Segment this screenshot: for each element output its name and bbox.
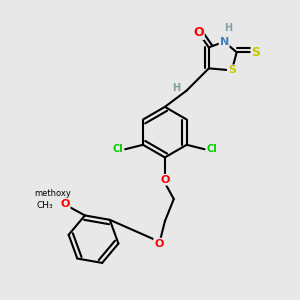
Text: Cl: Cl [112,144,123,154]
Text: Cl: Cl [207,144,218,154]
Text: CH₃: CH₃ [37,200,53,209]
Text: N: N [220,37,229,47]
Text: O: O [60,199,70,208]
Text: O: O [160,175,170,185]
Text: S: S [251,46,260,59]
Text: H: H [225,23,233,33]
Text: O: O [154,238,164,249]
Text: methoxy: methoxy [34,189,70,198]
Text: O: O [193,26,204,39]
Text: S: S [228,65,236,75]
Text: H: H [172,83,180,93]
